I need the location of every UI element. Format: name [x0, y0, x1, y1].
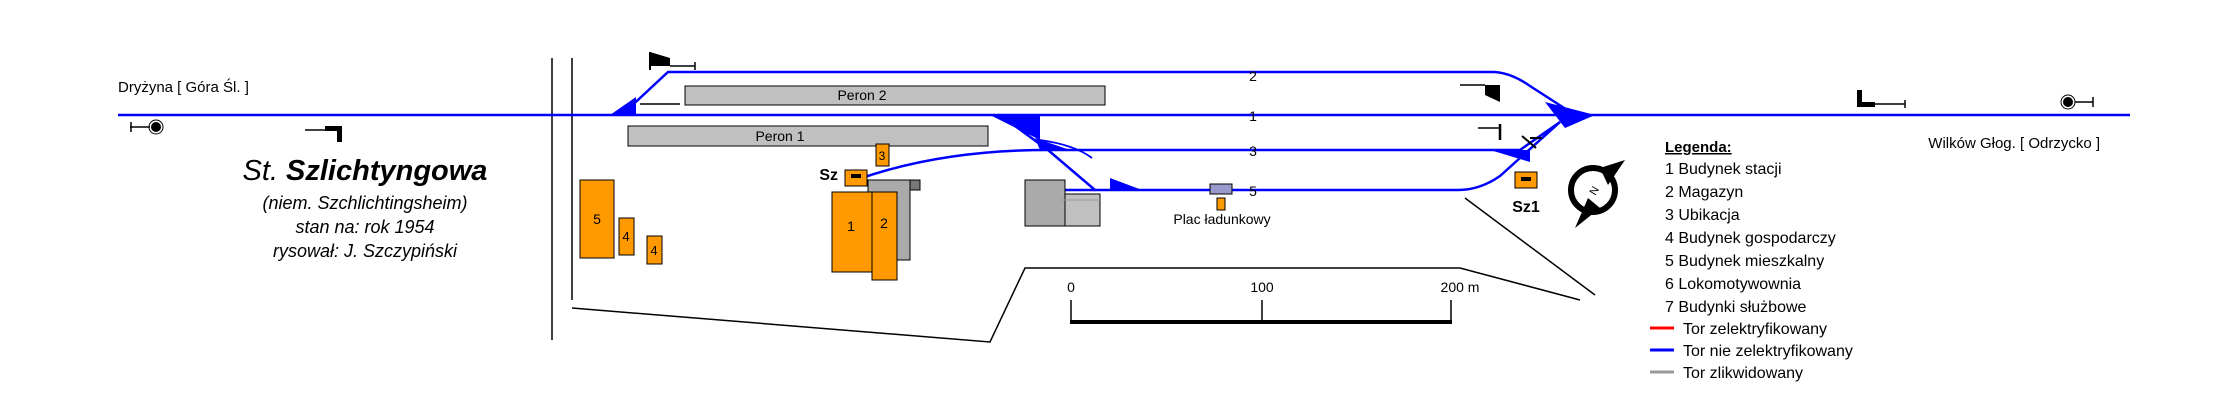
roads — [551, 58, 1596, 343]
legend-line-electrified: Tor zelektryfikowany — [1683, 321, 1827, 338]
switch-west — [610, 97, 636, 115]
track-3 — [999, 113, 1561, 152]
building-4a-label: 4 — [622, 229, 629, 244]
station-german-name: (niem. Szchlichtingsheim) — [262, 193, 467, 213]
signals — [130, 52, 2094, 149]
platform-2-label: Peron 2 — [837, 87, 886, 103]
platforms: Peron 2 Peron 1 — [627, 85, 1106, 147]
track-3-west-branch — [855, 148, 1049, 182]
building-3-toilet — [875, 143, 890, 167]
building-5-label: 5 — [593, 211, 601, 227]
building-4b — [646, 235, 663, 265]
building-1-station — [831, 191, 873, 273]
semaphore-west-icon — [305, 126, 342, 142]
road-east — [1464, 197, 1596, 296]
legend-item-6: 6 Lokomotywownia — [1665, 276, 1801, 293]
loading-crane — [1209, 183, 1233, 195]
scale-tick-200: 200 m — [1441, 279, 1480, 295]
legend: Legenda: 1 Budynek stacji 2 Magazyn 3 Ub… — [1650, 139, 1853, 382]
semaphore-east-icon — [1857, 90, 1906, 108]
semaphore-track2-west-icon — [640, 52, 696, 105]
direction-west: Dryżyna [ Góra Śl. ] — [118, 78, 249, 96]
legend-line-liquidated: Tor zlikwidowany — [1683, 365, 1803, 382]
signal-box-sz1-label: Sz1 — [1512, 199, 1540, 216]
track-number-5: 5 — [1249, 183, 1257, 199]
loading-ramp — [1064, 193, 1101, 227]
station-title: St. Szlichtyngowa — [243, 155, 488, 187]
signal-box-sz-label: Sz — [819, 167, 838, 184]
station-title-name: Szlichtyngowa — [286, 155, 487, 187]
station-state-note: stan na: rok 1954 — [295, 217, 434, 237]
loading-hut — [1216, 197, 1226, 211]
building-3-label: 3 — [879, 149, 886, 163]
platform-1 — [627, 125, 989, 147]
track-3-siding — [1039, 139, 1093, 159]
scale-tick-0: 0 — [1067, 279, 1075, 295]
semaphore-track2-east-icon — [1460, 84, 1500, 102]
buildings: 5 4 4 1 2 3 — [579, 143, 1538, 281]
building-4b-label: 4 — [650, 243, 657, 258]
signal-west-distant-icon — [130, 119, 164, 135]
legend-item-7: 7 Budynki służbowe — [1665, 299, 1807, 316]
scale-tick-100: 100 — [1250, 279, 1274, 295]
direction-east: Wilków Głog. [ Odrzycko ] — [1928, 135, 2100, 152]
switch-east — [1545, 102, 1595, 128]
switch-wedges — [610, 97, 1595, 190]
legend-item-2: 2 Magazyn — [1665, 184, 1743, 201]
building-2-label: 2 — [880, 215, 888, 231]
legend-item-4: 4 Budynek gospodarczy — [1665, 230, 1836, 247]
legend-item-5: 5 Budynek mieszkalny — [1665, 253, 1824, 270]
switch-3 — [1110, 178, 1142, 190]
road-south — [571, 267, 1581, 343]
legend-item-3: 3 Ubikacja — [1665, 207, 1740, 224]
semaphore-track3-east-icon — [1478, 124, 1542, 149]
legend-item-1: 1 Budynek stacji — [1665, 161, 1782, 178]
station-author: rysował: J. Szczypiński — [273, 241, 458, 261]
legend-title: Legenda: — [1665, 139, 1732, 156]
station-title-prefix: St. — [243, 155, 278, 187]
loading-area-label: Plac ładunkowy — [1173, 211, 1270, 227]
compass-icon: N — [1568, 160, 1625, 228]
switch-2 — [1035, 138, 1070, 150]
building-1-label: 1 — [847, 218, 855, 234]
signal-east-distant-icon — [2060, 94, 2094, 110]
legend-line-non-electrified: Tor nie zelektryfikowany — [1683, 343, 1853, 360]
switch-east-2 — [1490, 150, 1530, 162]
track-5 — [1047, 121, 1561, 192]
tracks — [118, 70, 2130, 192]
platform-2 — [684, 85, 1106, 106]
track-number-2: 2 — [1249, 68, 1257, 84]
switch-1 — [990, 115, 1040, 140]
station-title-block: St. Szlichtyngowa (niem. Szchlichtingshei… — [243, 155, 488, 261]
building-5 — [579, 179, 615, 259]
track-2 — [624, 70, 1576, 117]
platform-1-label: Peron 1 — [755, 128, 804, 144]
scale-bar: 0 100 200 m — [1067, 279, 1480, 324]
building-4a — [618, 217, 635, 256]
track-number-3: 3 — [1249, 143, 1257, 159]
building-2-warehouse — [871, 191, 898, 281]
track-number-1: 1 — [1249, 108, 1257, 124]
loco-shed — [1024, 179, 1066, 227]
